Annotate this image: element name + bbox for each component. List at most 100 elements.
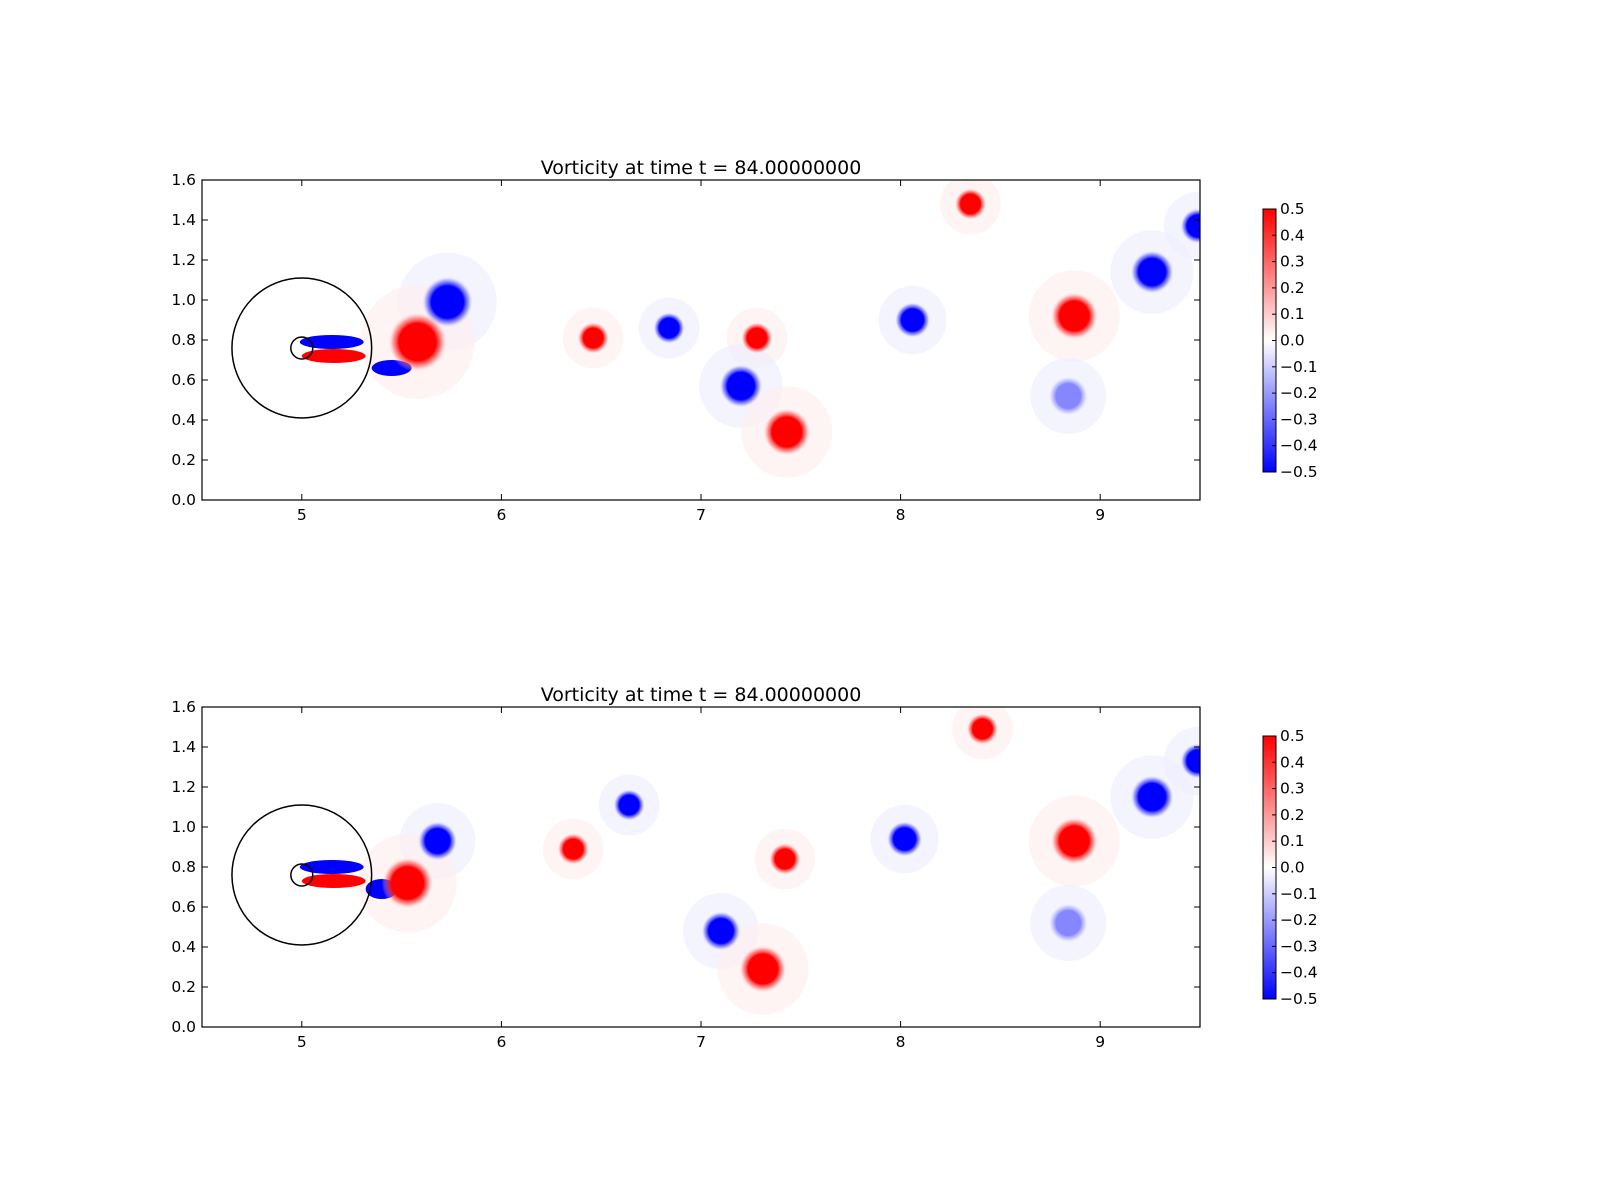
colorbar-tick-label: −0.5	[1280, 463, 1318, 481]
negative-vortex	[417, 821, 458, 861]
colorbar-tick-label: 0.3	[1280, 253, 1305, 271]
colorbar: 0.5 0.4 0.3 0.2 0.1 0.0 −0.1 −0.2 −0.3 −0.4 −0.5	[1262, 727, 1318, 1008]
colorbar-tick-label: 0.4	[1280, 753, 1305, 771]
positive-vortex	[381, 857, 434, 909]
y-tick-label: 1.6	[171, 698, 196, 716]
negative-vortex	[718, 364, 763, 408]
y-tick-label: 0.0	[171, 1018, 196, 1036]
negative-vortex	[1180, 743, 1200, 779]
colorbar-tick-label: −0.1	[1280, 885, 1318, 903]
reference-circle	[290, 863, 314, 887]
wake-sheet	[301, 874, 366, 888]
chart-title: Vorticity at time t = 84.00000000	[541, 157, 862, 179]
colorbar-tick-label: −0.4	[1280, 964, 1318, 982]
x-tick-label: 9	[1095, 506, 1105, 524]
y-axis: 0.0 0.2 0.4 0.6 0.8 1.0 1.2 1.4 1.6	[171, 698, 1200, 1036]
vorticity-field	[299, 707, 1200, 1015]
vorticity-field	[299, 180, 1200, 478]
colorbar-tick-label: −0.3	[1280, 937, 1318, 955]
overlay-circles	[231, 804, 373, 946]
x-tick-label: 6	[496, 506, 506, 524]
x-tick-label: 7	[696, 1033, 706, 1051]
negative-vortex	[894, 302, 931, 338]
overlay-circles	[231, 277, 373, 419]
colorbar-ticks: 0.5 0.4 0.3 0.2 0.1 0.0 −0.1 −0.2 −0.3 −0.4 −0.5	[1272, 727, 1318, 1008]
x-axis: 5 6 7 8 9	[297, 180, 1105, 524]
colorbar-tick-label: −0.1	[1280, 358, 1318, 376]
wake-sheet	[299, 860, 364, 874]
colorbar-tick-label: −0.3	[1280, 410, 1318, 428]
negative-vortex	[613, 789, 646, 821]
x-axis: 5 6 7 8 9	[297, 707, 1105, 1051]
positive-vortex	[1050, 817, 1099, 865]
plot-area	[202, 180, 1200, 500]
y-axis: 0.0 0.2 0.4 0.6 0.8 1.0 1.2 1.4 1.6	[171, 171, 1200, 509]
positive-vortex	[1050, 292, 1099, 340]
plot-area	[202, 707, 1200, 1027]
negative-vortex	[653, 312, 686, 344]
negative-vortex	[1180, 208, 1200, 244]
x-tick-label: 7	[696, 506, 706, 524]
x-tick-label: 8	[896, 1033, 906, 1051]
colorbar-tick-label: −0.2	[1280, 384, 1318, 402]
colorbar-tick-label: 0.4	[1280, 226, 1305, 244]
positive-vortex	[740, 322, 773, 354]
y-tick-label: 1.2	[171, 251, 196, 269]
colorbar-tick-label: 0.2	[1280, 806, 1305, 824]
reference-circle	[290, 336, 314, 360]
colorbar-tick-label: 0.0	[1280, 859, 1305, 877]
x-tick-label: 8	[896, 506, 906, 524]
x-tick-label: 9	[1095, 1033, 1105, 1051]
y-tick-label: 1.0	[171, 291, 196, 309]
reference-circle	[231, 804, 373, 946]
y-tick-label: 0.2	[171, 978, 196, 996]
chart-title: Vorticity at time t = 84.00000000	[541, 684, 862, 706]
colorbar-tick-label: 0.1	[1280, 305, 1305, 323]
colorbar-tick-label: −0.2	[1280, 911, 1318, 929]
wake-sheet	[301, 349, 366, 363]
positive-vortex	[954, 188, 987, 220]
positive-vortex	[387, 312, 448, 372]
negative-vortex	[886, 821, 923, 857]
y-tick-label: 0.4	[171, 938, 196, 956]
colorbar-tick-label: 0.5	[1280, 200, 1305, 218]
positive-vortex	[557, 833, 590, 865]
y-tick-label: 1.2	[171, 778, 196, 796]
x-tick-label: 5	[297, 506, 307, 524]
reference-circle	[231, 277, 373, 419]
negative-vortex	[1130, 250, 1175, 294]
y-tick-label: 0.6	[171, 371, 196, 389]
colorbar-ticks: 0.5 0.4 0.3 0.2 0.1 0.0 −0.1 −0.2 −0.3 −0.4 −0.5	[1272, 200, 1318, 481]
colorbar-tick-label: −0.5	[1280, 990, 1318, 1008]
negative-vortex	[701, 911, 741, 951]
y-tick-label: 0.8	[171, 858, 196, 876]
colorbar-tick-label: 0.1	[1280, 832, 1305, 850]
y-tick-label: 0.6	[171, 898, 196, 916]
positive-vortex	[577, 322, 610, 354]
negative-vortex	[1130, 775, 1175, 819]
y-tick-label: 0.4	[171, 411, 196, 429]
y-tick-label: 0.2	[171, 451, 196, 469]
wake-sheet	[299, 335, 364, 349]
y-tick-label: 0.0	[171, 491, 196, 509]
negative-vortex	[421, 276, 474, 328]
y-tick-label: 1.6	[171, 171, 196, 189]
x-tick-label: 6	[496, 1033, 506, 1051]
negative-vortex	[1048, 903, 1089, 943]
colorbar-tick-label: 0.0	[1280, 332, 1305, 350]
colorbar: 0.5 0.4 0.3 0.2 0.1 0.0 −0.1 −0.2 −0.3 −0.4 −0.5	[1262, 200, 1318, 481]
y-tick-label: 0.8	[171, 331, 196, 349]
positive-vortex	[762, 408, 811, 456]
colorbar-tick-label: −0.4	[1280, 437, 1318, 455]
positive-vortex	[768, 843, 801, 875]
colorbar-tick-label: 0.5	[1280, 727, 1305, 745]
negative-vortex	[1048, 376, 1089, 416]
positive-vortex	[966, 713, 999, 745]
positive-vortex	[738, 945, 787, 993]
y-tick-label: 1.0	[171, 818, 196, 836]
y-tick-label: 1.4	[171, 211, 196, 229]
colorbar-tick-label: 0.2	[1280, 279, 1305, 297]
